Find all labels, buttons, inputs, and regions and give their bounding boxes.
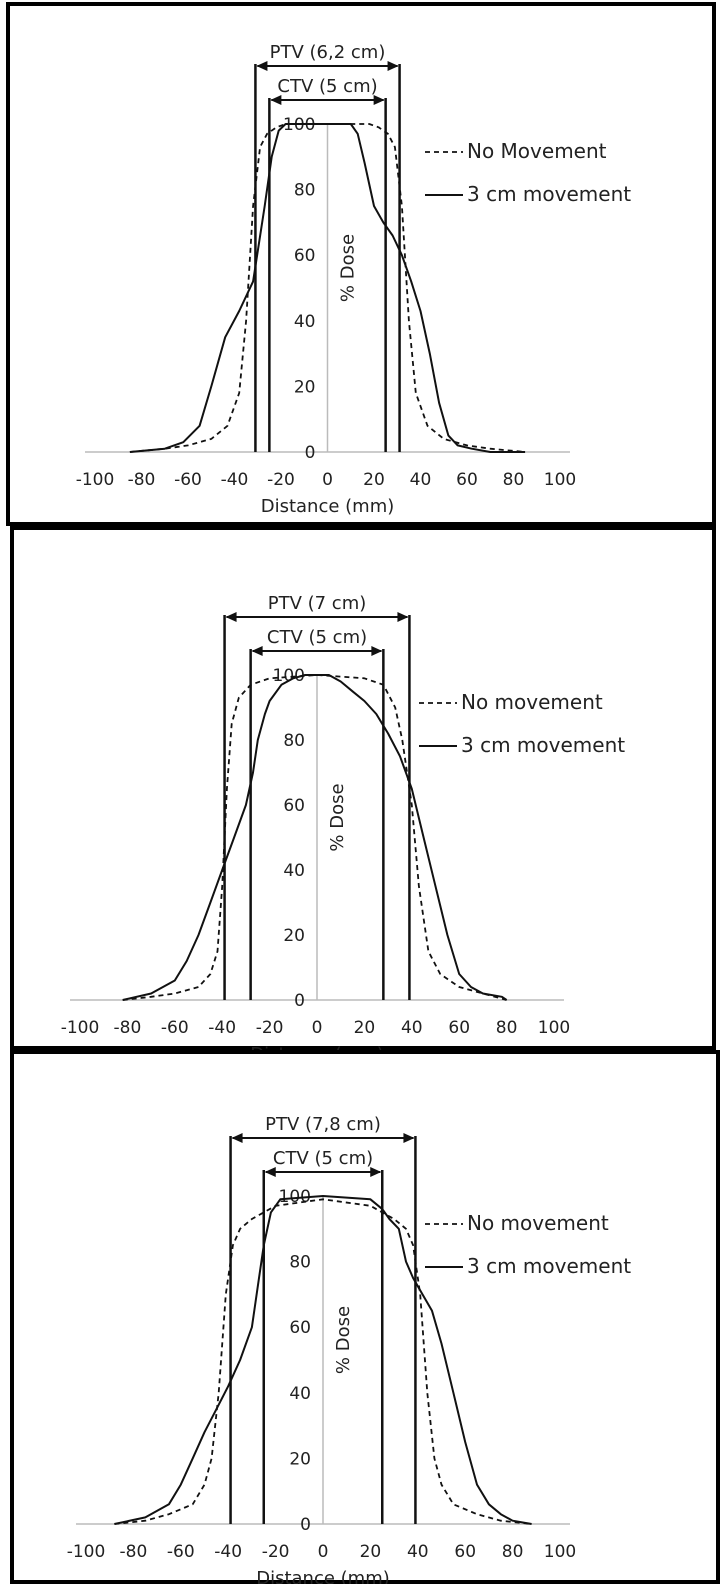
x-tick-label: -40	[208, 1018, 236, 1038]
ctv-bracket-label: CTV (5 cm)	[273, 1148, 373, 1169]
x-axis-title: Distance (mm)	[256, 1568, 390, 1584]
ptv-bracket-label: PTV (7,8 cm)	[265, 1114, 381, 1135]
legend-label-2: 3 cm movement	[461, 733, 625, 757]
chart-3-svg: -100 -80 -60 -40 -20 0 20 40 60 80 100020406080100…	[67, 1114, 632, 1584]
x-tick-label: 80	[503, 470, 525, 490]
x-tick-label: 60	[448, 1018, 470, 1038]
x-tick-label: -40	[214, 1542, 242, 1562]
y-axis-title: % Dose	[338, 234, 359, 302]
ctv-bracket-arrowhead-right	[373, 95, 385, 105]
y-tick-label: 20	[283, 926, 305, 946]
y-tick-label: 100	[273, 666, 305, 686]
x-tick-label: 20	[360, 1542, 382, 1562]
y-tick-label: 60	[289, 1318, 311, 1338]
y-tick-label: 20	[289, 1449, 311, 1469]
x-tick-label: -100	[67, 1542, 106, 1562]
chart-2-svg: -100 -80 -60 -40 -20 0 20 40 60 80 100 0 20 40 60 80 100…	[61, 593, 626, 1065]
x-tick-label: 100	[538, 1018, 570, 1038]
ctv-bracket-arrowhead-right	[371, 646, 383, 656]
x-tick-label: -40	[221, 470, 249, 490]
x-tick-label: 0	[318, 1542, 329, 1562]
x-tick-label: -20	[267, 470, 295, 490]
x-tick-label: -20	[256, 1018, 284, 1038]
x-tick-label: -20	[262, 1542, 290, 1562]
x-tick-label: 40	[410, 470, 432, 490]
x-tick-label: -100	[61, 1018, 100, 1038]
legend-label-2: 3 cm movement	[467, 182, 631, 206]
y-tick-label: 40	[283, 861, 305, 881]
y-tick-label: 80	[283, 731, 305, 751]
y-axis-title: % Dose	[327, 783, 348, 851]
y-tick-label: 0	[305, 443, 316, 463]
y-tick-label: 0	[300, 1515, 311, 1535]
ctv-bracket-arrowhead-left	[251, 646, 263, 656]
x-tick-label: -60	[174, 470, 202, 490]
ptv-bracket-arrowhead-right	[397, 612, 409, 622]
x-tick-label: -60	[167, 1542, 195, 1562]
y-tick-label: 80	[289, 1253, 311, 1273]
series-line-2	[122, 674, 508, 1001]
y-tick-label: 0	[294, 991, 305, 1011]
x-tick-label: 100	[544, 470, 576, 490]
y-tick-label: 40	[294, 312, 316, 332]
x-axis-title: Distance (mm)	[261, 496, 395, 517]
x-tick-label: -80	[128, 470, 156, 490]
legend-label-2: 3 cm movement	[467, 1254, 631, 1278]
y-axis-title: % Dose	[333, 1306, 354, 1374]
ptv-bracket-label: PTV (6,2 cm)	[270, 42, 386, 63]
x-tick-label: 60	[454, 1542, 476, 1562]
x-tick-label: 80	[496, 1018, 518, 1038]
legend-label-1: No Movement	[467, 139, 607, 163]
ctv-bracket-arrowhead-left	[270, 95, 282, 105]
ptv-bracket-arrowhead-left	[256, 61, 268, 71]
y-tick-label: 60	[294, 246, 316, 266]
legend-label-1: No movement	[461, 690, 603, 714]
ctv-bracket-arrowhead-left	[264, 1167, 276, 1177]
chart-panel-3: -100 -80 -60 -40 -20 0 20 40 60 80 100 0 20 40 60 80 100…	[10, 1050, 720, 1584]
ctv-bracket-label: CTV (5 cm)	[267, 627, 367, 648]
ptv-bracket-arrowhead-left	[231, 1133, 243, 1143]
ptv-bracket-arrowhead-right	[403, 1133, 415, 1143]
ctv-bracket-arrowhead-right	[370, 1167, 382, 1177]
ptv-bracket-label: PTV (7 cm)	[268, 593, 367, 614]
x-tick-label: 60	[456, 470, 478, 490]
x-tick-label: 100	[544, 1542, 576, 1562]
chart-panel-2: -100 -80 -60 -40 -20 0 20 40 60 80 100 0 20 40 60 80 100…	[10, 526, 716, 1065]
x-tick-label: 0	[322, 470, 333, 490]
series-line-2	[129, 123, 526, 453]
chart-1-svg: -100 -80 -60 -40 -20 0 20 40 60 80 100020406080100…	[76, 42, 632, 517]
y-tick-label: 20	[294, 377, 316, 397]
x-tick-label: -80	[114, 1018, 142, 1038]
y-tick-label: 40	[289, 1384, 311, 1404]
ctv-bracket-label: CTV (5 cm)	[277, 76, 377, 97]
x-tick-label: -60	[161, 1018, 189, 1038]
x-tick-label: -100	[76, 470, 115, 490]
series-line-2	[114, 1195, 532, 1525]
x-tick-label: 40	[401, 1018, 423, 1038]
ptv-bracket-arrowhead-left	[225, 612, 237, 622]
y-tick-label: 80	[294, 181, 316, 201]
x-tick-label: -80	[120, 1542, 148, 1562]
x-tick-label: 20	[363, 470, 385, 490]
x-tick-label: 0	[312, 1018, 323, 1038]
y-tick-label: 60	[283, 796, 305, 816]
series-line-1	[114, 1198, 532, 1525]
ptv-bracket-arrowhead-right	[387, 61, 399, 71]
chart-panel-1: -100 -80 -60 -40 -20 0 20 40 60 80 100 0 20 40 60 80 100…	[6, 2, 716, 526]
x-tick-label: 80	[502, 1542, 524, 1562]
legend-label-1: No movement	[467, 1211, 609, 1235]
x-tick-label: 40	[407, 1542, 429, 1562]
x-tick-label: 20	[354, 1018, 376, 1038]
series-line-1	[122, 674, 507, 1001]
